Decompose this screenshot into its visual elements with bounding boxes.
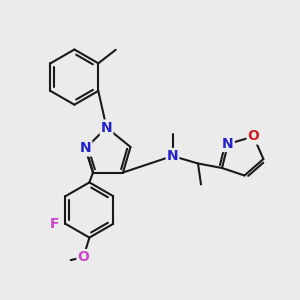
Text: F: F — [50, 217, 60, 231]
Text: N: N — [101, 121, 112, 134]
Text: N: N — [167, 149, 178, 163]
Text: N: N — [80, 142, 91, 155]
Text: N: N — [222, 137, 234, 151]
Text: O: O — [77, 250, 89, 264]
Text: O: O — [248, 130, 260, 143]
